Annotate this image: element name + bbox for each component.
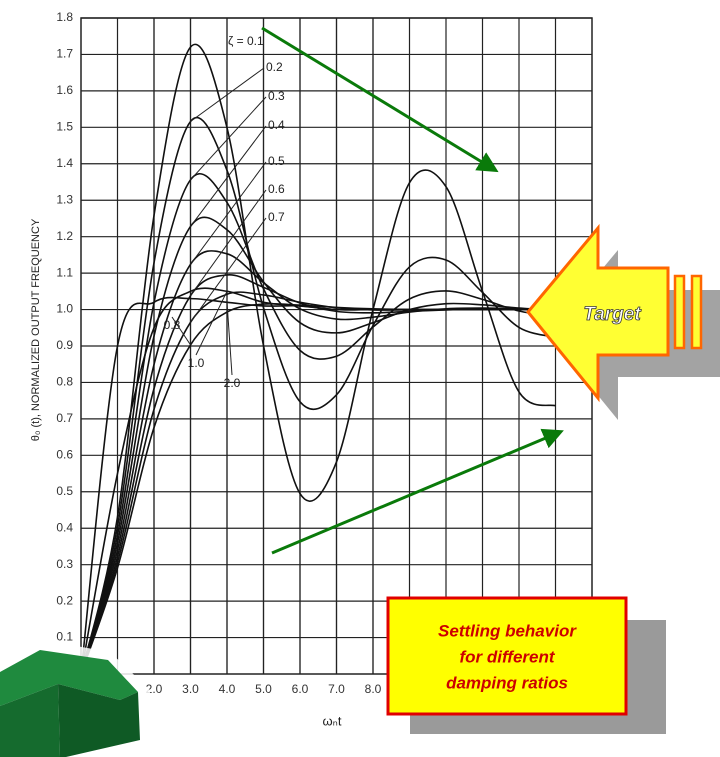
y-tick-label: 0.8	[56, 375, 73, 389]
curve-label: ζ = 0.1	[228, 34, 264, 48]
y-tick-label: 1.8	[56, 10, 73, 24]
note-line: damping ratios	[446, 673, 568, 692]
leader-line	[171, 316, 191, 346]
x-axis-label: ωₙt	[323, 713, 342, 728]
x-tick-label: 4.0	[219, 682, 236, 696]
y-tick-label: 0.9	[56, 338, 73, 352]
leader-line	[190, 161, 267, 265]
note-box: Settling behavior for different damping …	[386, 596, 666, 734]
note-line: Settling behavior	[438, 621, 577, 640]
curve-label: 0.4	[268, 118, 285, 132]
green-arrow	[271, 428, 564, 555]
target-label: Target	[583, 304, 641, 325]
y-tick-label: 1.4	[56, 156, 73, 170]
x-tick-label: 7.0	[328, 682, 345, 696]
x-tick-label: 8.0	[365, 682, 382, 696]
line	[81, 173, 556, 674]
curve-label: 0.3	[268, 89, 285, 103]
house-icon	[0, 640, 150, 757]
leader-line	[190, 125, 267, 227]
leader-line	[190, 67, 265, 122]
y-tick-label: 0.6	[56, 448, 73, 462]
curve-label: 0.8	[164, 318, 181, 332]
x-tick-label: 3.0	[182, 682, 199, 696]
green-arrow	[261, 26, 499, 173]
line	[81, 43, 556, 674]
line	[81, 216, 556, 674]
y-tick-label: 1.3	[56, 192, 73, 206]
y-tick-label: 1.2	[56, 229, 73, 243]
y-tick-label: 1.1	[56, 265, 73, 279]
curve-label: 1.0	[188, 356, 205, 370]
target-arrow: Target	[526, 223, 720, 420]
curve-label: 0.5	[268, 154, 285, 168]
x-tick-label: 6.0	[292, 682, 309, 696]
y-tick-label: 0.5	[56, 484, 73, 498]
line	[81, 116, 556, 674]
curve-label: 0.6	[268, 182, 285, 196]
y-tick-label: 1.0	[56, 302, 73, 316]
y-tick-label: 1.6	[56, 83, 73, 97]
curve-label: 0.2	[266, 60, 283, 74]
y-tick-label: 0.3	[56, 557, 73, 571]
curve-label: 0.7	[268, 210, 285, 224]
y-axis-label: θ₀ (t), NORMALIZED OUTPUT FREQUENCY	[30, 218, 42, 441]
y-tick-label: 0.7	[56, 411, 73, 425]
x-tick-label: 5.0	[255, 682, 272, 696]
curve-label: 2.0	[224, 376, 241, 390]
leader-line	[190, 96, 267, 181]
y-tick-label: 0.4	[56, 520, 73, 534]
leader-line	[195, 291, 228, 356]
y-tick-label: 1.7	[56, 47, 73, 61]
line	[81, 250, 556, 674]
y-tick-label: 1.5	[56, 120, 73, 134]
leader-line	[226, 302, 233, 376]
line	[81, 296, 556, 674]
leader-line	[190, 217, 267, 323]
y-tick-label: 0.2	[56, 593, 73, 607]
leader-line	[190, 189, 267, 296]
y-tick-label: 0.1	[56, 630, 73, 644]
note-line: for different	[459, 647, 555, 666]
